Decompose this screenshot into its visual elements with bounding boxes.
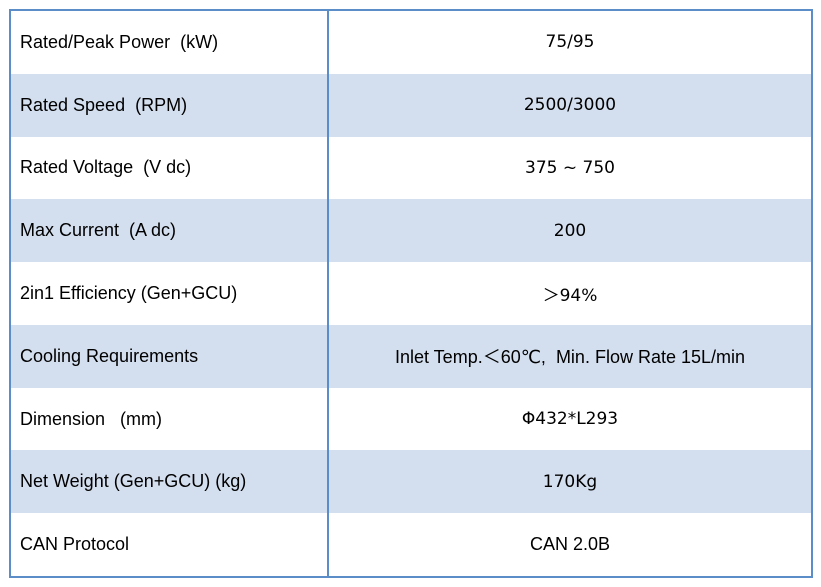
row-value: ＞94% (542, 286, 598, 307)
row-label: Max Current (A dc) (11, 199, 329, 263)
row-value: Φ432*L293 (521, 409, 619, 430)
table-row: Rated Voltage (V dc) 375 ~ 750 (11, 136, 811, 200)
table-row: Rated Speed (RPM) 2500/3000 (11, 73, 811, 137)
table-row: 2in1 Efficiency (Gen+GCU) ＞94% (11, 262, 811, 325)
row-value: Inlet Temp.＜60℃, Min. Flow Rate 15L/min (394, 347, 746, 368)
row-label: Cooling Requirements (11, 324, 329, 388)
row-label: Dimension (mm) (11, 387, 329, 451)
table-row: Cooling Requirements Inlet Temp.＜60℃, Mi… (11, 324, 811, 388)
row-value: CAN 2.0B (529, 534, 611, 555)
row-label: Rated Speed (RPM) (11, 73, 329, 137)
row-value: 200 (553, 220, 587, 241)
row-value: 75/95 (545, 32, 595, 53)
table-row: Dimension (mm) Φ432*L293 (11, 387, 811, 451)
spec-table: Rated/Peak Power (kW) 75/95 Rated Speed … (9, 9, 813, 578)
row-label: 2in1 Efficiency (Gen+GCU) (11, 262, 329, 325)
table-row: Max Current (A dc) 200 (11, 199, 811, 263)
row-label: CAN Protocol (11, 513, 329, 577)
table-row: Net Weight (Gen+GCU) (kg) 170Kg (11, 450, 811, 514)
row-label: Net Weight (Gen+GCU) (kg) (11, 450, 329, 514)
row-value: 170Kg (542, 471, 598, 492)
row-label: Rated/Peak Power (kW) (11, 11, 329, 74)
table-row: CAN Protocol CAN 2.0B (11, 513, 811, 577)
row-value: 2500/3000 (523, 95, 617, 116)
table-row: Rated/Peak Power (kW) 75/95 (11, 11, 811, 74)
row-value: 375 ~ 750 (525, 157, 615, 178)
row-label: Rated Voltage (V dc) (11, 136, 329, 200)
